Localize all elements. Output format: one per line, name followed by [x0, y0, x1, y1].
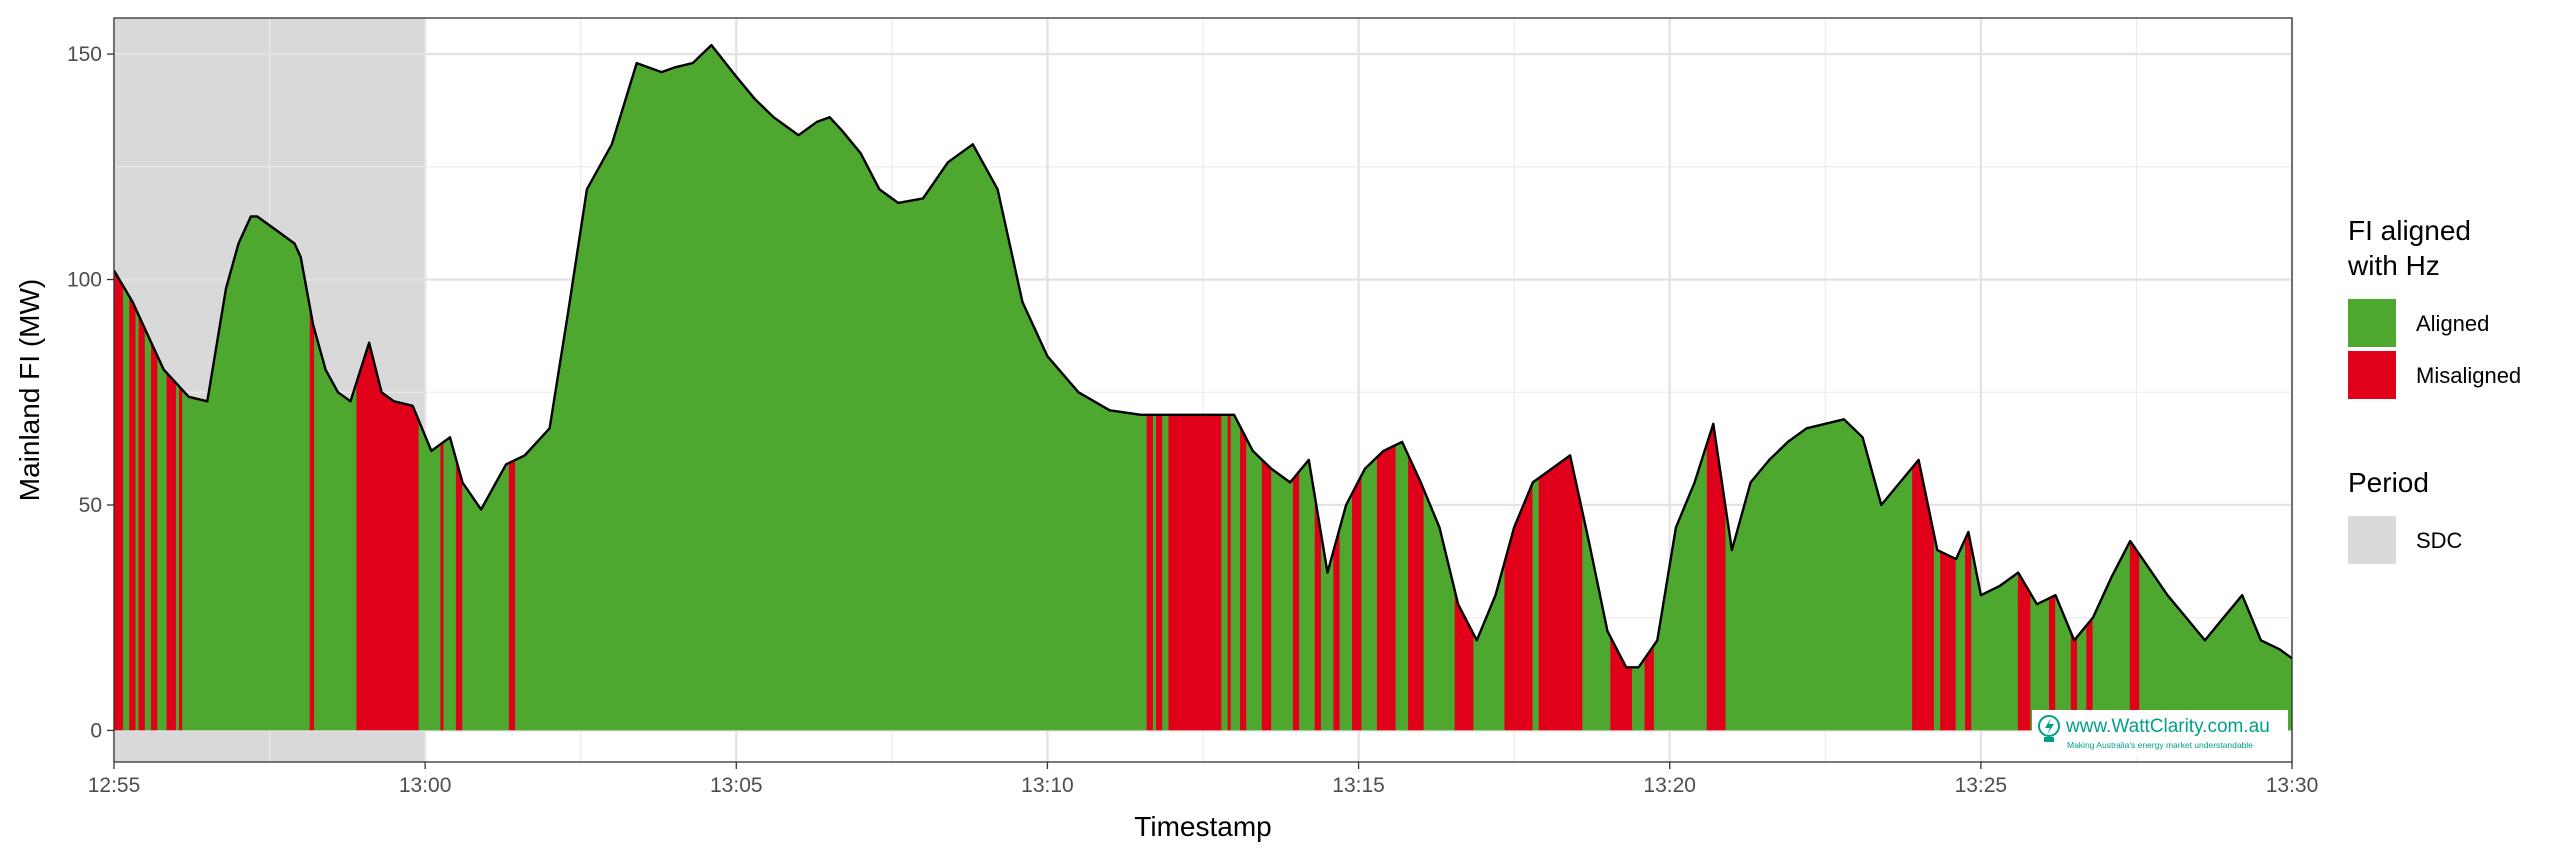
- legend-label-misaligned: Misaligned: [2416, 363, 2521, 388]
- legend-fill-title-line-1: FI aligned: [2348, 215, 2471, 246]
- legend-swatch-misaligned: [2348, 351, 2396, 399]
- plot-panel: [112, 17, 2294, 763]
- bulb-icon: [2038, 715, 2060, 742]
- watermark-text: www.WattClarity.com.au: [2065, 716, 2270, 737]
- x-tick-label: 13:20: [1643, 774, 1696, 797]
- x-tick-label: 13:10: [1021, 774, 1074, 797]
- watermark: www.WattClarity.com.au Making Australia'…: [2032, 710, 2288, 758]
- legend-fill-title: FI aligned with Hz: [2347, 215, 2479, 281]
- y-tick-label: 150: [67, 43, 102, 66]
- x-tick-label: 12:55: [88, 774, 141, 797]
- x-tick-label: 13:00: [399, 774, 452, 797]
- y-tick-label: 100: [67, 269, 102, 292]
- legend-fill-group: FI aligned with Hz Aligned Misaligned: [2347, 215, 2521, 399]
- fill-segment-aligned: [135, 45, 140, 731]
- x-tick-label: 13:05: [710, 774, 763, 797]
- y-axis: 0 50 100 150: [67, 43, 114, 742]
- fill-segment-aligned: [157, 45, 168, 731]
- fill-segment-misaligned: [166, 45, 177, 731]
- fill-segment-aligned: [175, 45, 180, 731]
- legend-swatch-aligned: [2348, 299, 2396, 347]
- legend-period-title: Period: [2348, 467, 2429, 498]
- series-line: [114, 43, 2292, 669]
- fill-segment-misaligned: [114, 45, 124, 731]
- legend-label-aligned: Aligned: [2416, 311, 2489, 336]
- y-axis-title: Mainland FI (MW): [14, 279, 45, 501]
- x-axis-title: Timestamp: [1134, 811, 1271, 842]
- fill-segment-misaligned: [309, 45, 315, 731]
- fill-segment-aligned: [123, 45, 130, 731]
- watermark-box: [2032, 710, 2288, 758]
- watermark-tagline: Making Australia's energy market underst…: [2067, 740, 2253, 750]
- y-tick-label: 0: [90, 719, 102, 742]
- legend-swatch-sdc: [2348, 516, 2396, 564]
- x-axis: 12:55 13:00 13:05 13:10 13:15 13:20 13:25 13:30: [88, 762, 2319, 797]
- fill-segment-aligned: [144, 45, 152, 731]
- fill-segment-misaligned: [151, 45, 158, 731]
- legend-label-sdc: SDC: [2416, 528, 2463, 553]
- legend-period-group: Period SDC: [2348, 467, 2463, 564]
- x-tick-label: 13:15: [1332, 774, 1385, 797]
- panel-border: [113, 17, 2293, 763]
- x-tick-label: 13:25: [1955, 774, 2008, 797]
- legend-fill-title-line-2: with Hz: [2347, 250, 2440, 281]
- fill-segment-misaligned: [129, 45, 137, 731]
- x-tick-label: 13:30: [2266, 774, 2319, 797]
- fill-segment-misaligned: [138, 45, 146, 731]
- y-tick-label: 50: [79, 494, 102, 517]
- legend: FI aligned with Hz Aligned Misaligned Pe…: [2347, 215, 2521, 564]
